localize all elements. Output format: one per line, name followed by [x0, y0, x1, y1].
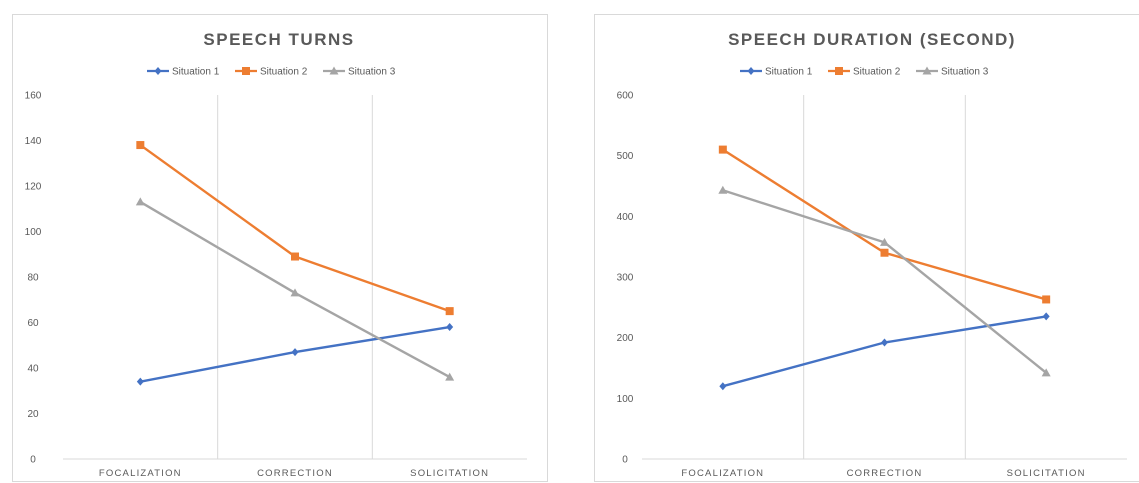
data-point [136, 141, 145, 150]
x-category-label: FOCALIZATION [99, 468, 182, 479]
y-tick-label: 100 [617, 394, 634, 405]
chart-title: SPEECH DURATION (SECOND) [728, 30, 1016, 49]
legend-swatch-marker [329, 66, 339, 75]
legend-label: Situation 3 [348, 67, 396, 78]
x-category-label: SOLICITATION [410, 468, 489, 479]
legend-swatch-marker [747, 67, 755, 75]
data-point [880, 237, 889, 246]
data-point [719, 382, 727, 391]
speech-duration-chart: SPEECH DURATION (SECOND)Situation 1 Situa… [617, 30, 1127, 479]
y-tick-label: 400 [617, 212, 634, 223]
series-1 [136, 323, 454, 386]
series-line [722, 315, 1047, 388]
data-point [290, 288, 300, 297]
y-tick-label: 20 [27, 409, 39, 420]
y-tick-label: 500 [617, 151, 634, 162]
y-tick-label: 300 [617, 273, 634, 284]
x-category-label: FOCALIZATION [681, 468, 764, 479]
legend-label: Situation 2 [853, 67, 901, 78]
legend-swatch-marker [242, 67, 250, 75]
legend-label: Situation 1 [172, 67, 220, 78]
y-tick-label: 60 [27, 318, 39, 329]
y-tick-label: 120 [25, 182, 42, 193]
y-tick-label: 200 [617, 333, 634, 344]
data-point [136, 377, 144, 386]
legend: Situation 1 Situation 2 Situation 3 [147, 66, 396, 78]
legend-swatch-marker [922, 66, 932, 75]
data-point [446, 323, 454, 332]
data-point [1042, 295, 1051, 304]
data-point [718, 185, 728, 194]
legend-item: Situation 1 [147, 67, 220, 78]
data-point [291, 252, 299, 261]
data-point [135, 197, 145, 206]
y-tick-label: 100 [25, 227, 42, 238]
legend-item: Situation 2 [235, 67, 308, 78]
legend-label: Situation 1 [765, 67, 813, 78]
series-3 [718, 185, 1051, 377]
legend-item: Situation 1 [740, 67, 813, 78]
series-3 [135, 197, 455, 381]
y-tick-label: 600 [617, 91, 634, 102]
series-1 [719, 312, 1050, 391]
y-tick-label: 0 [30, 455, 36, 466]
data-point [1042, 312, 1050, 321]
data-point [291, 348, 299, 357]
speech-turns-chart-panel: SPEECH TURNS Situation 1 Situation 2 Situat… [12, 14, 548, 482]
data-point [1041, 368, 1051, 377]
chart-title: SPEECH TURNS [203, 30, 354, 49]
y-tick-label: 80 [27, 273, 39, 284]
series-line [722, 148, 1047, 301]
series-2 [136, 141, 454, 316]
y-tick-label: 0 [622, 455, 628, 466]
y-tick-label: 140 [25, 136, 42, 147]
legend-label: Situation 2 [260, 67, 308, 78]
y-tick-label: 160 [25, 91, 42, 102]
legend-label: Situation 3 [941, 67, 989, 78]
legend: Situation 1 Situation 2 Situation 3 [740, 66, 989, 78]
x-category-label: CORRECTION [257, 468, 333, 479]
legend-swatch-marker [154, 67, 162, 75]
series-2 [718, 145, 1051, 304]
data-point [718, 145, 727, 154]
legend-item: Situation 3 [323, 66, 396, 78]
legend-item: Situation 3 [916, 66, 989, 78]
speech-duration-chart-panel: SPEECH DURATION (SECOND) Situation 1 Situa… [594, 14, 1139, 482]
x-category-label: SOLICITATION [1007, 468, 1086, 479]
legend-item: Situation 2 [828, 67, 901, 78]
data-point [445, 372, 455, 381]
data-point [880, 248, 889, 257]
legend-swatch-marker [835, 67, 843, 75]
y-tick-label: 40 [27, 364, 39, 375]
data-point [881, 338, 888, 347]
data-point [445, 307, 454, 316]
x-category-label: CORRECTION [847, 468, 923, 479]
